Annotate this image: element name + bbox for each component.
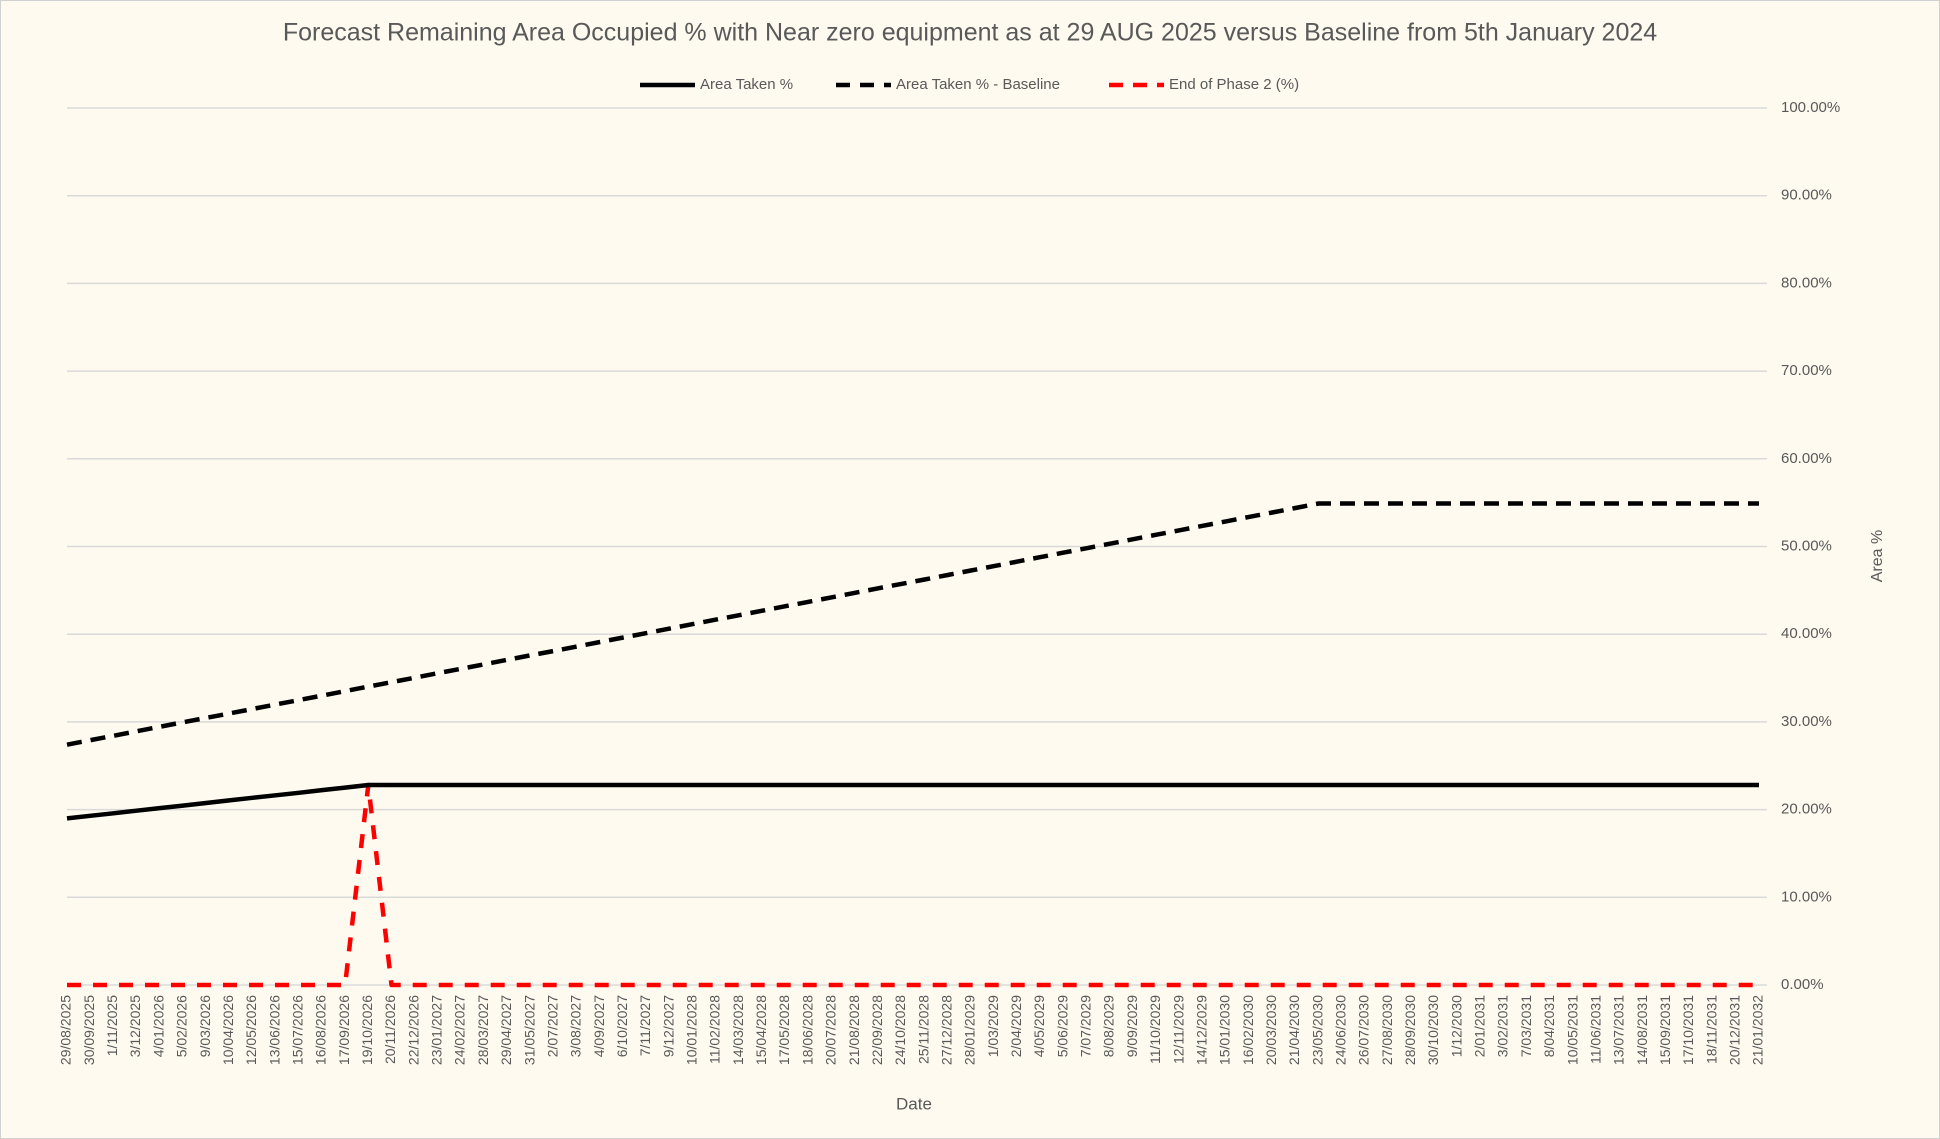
x-tick-label: 17/09/2026 <box>336 995 352 1065</box>
legend-label: End of Phase 2 (%) <box>1169 76 1299 93</box>
x-tick-label: 3/08/2027 <box>568 995 584 1057</box>
x-tick-label: 29/04/2027 <box>498 995 514 1065</box>
x-tick-label: 1/12/2030 <box>1448 995 1464 1057</box>
x-tick-label: 28/01/2029 <box>962 995 978 1065</box>
x-tick-label: 23/05/2030 <box>1309 995 1325 1065</box>
x-tick-label: 1/11/2025 <box>104 995 120 1056</box>
x-tick-label: 15/04/2028 <box>753 995 769 1065</box>
x-tick-label: 3/12/2025 <box>127 995 143 1057</box>
y-tick-label: 100.00% <box>1781 99 1840 116</box>
x-tick-label: 24/10/2028 <box>892 995 908 1065</box>
y-tick-label: 50.00% <box>1781 537 1832 554</box>
x-tick-label: 7/11/2027 <box>637 995 653 1056</box>
x-tick-label: 13/07/2031 <box>1611 995 1627 1065</box>
x-tick-label: 23/01/2027 <box>429 995 445 1065</box>
x-tick-label: 29/08/2025 <box>58 995 74 1065</box>
chart-title: Forecast Remaining Area Occupied % with … <box>283 19 1657 47</box>
x-tick-label: 4/05/2029 <box>1031 995 1047 1057</box>
x-tick-label: 28/03/2027 <box>475 995 491 1065</box>
x-tick-label: 2/01/2031 <box>1472 995 1488 1057</box>
x-tick-label: 30/10/2030 <box>1425 995 1441 1065</box>
y-tick-label: 20.00% <box>1781 801 1832 818</box>
x-tick-label: 7/07/2029 <box>1078 995 1094 1057</box>
x-tick-label: 5/02/2026 <box>174 995 190 1057</box>
x-tick-label: 20/03/2030 <box>1263 995 1279 1065</box>
x-tick-label: 15/01/2030 <box>1217 995 1233 1065</box>
x-tick-label: 30/09/2025 <box>81 995 97 1065</box>
legend-label: Area Taken % - Baseline <box>896 76 1060 93</box>
x-tick-label: 11/06/2031 <box>1587 995 1603 1064</box>
x-tick-label: 8/08/2029 <box>1101 995 1117 1057</box>
y-tick-label: 40.00% <box>1781 625 1832 642</box>
x-tick-label: 8/04/2031 <box>1541 995 1557 1057</box>
x-tick-label: 16/02/2030 <box>1240 995 1256 1065</box>
y-axis-title: Area % <box>1869 530 1886 582</box>
x-tick-label: 27/12/2028 <box>938 995 954 1065</box>
x-tick-label: 3/02/2031 <box>1495 995 1511 1057</box>
x-tick-label: 16/08/2026 <box>313 995 329 1065</box>
x-tick-label: 20/11/2026 <box>382 995 398 1064</box>
y-tick-label: 0.00% <box>1781 976 1824 993</box>
x-tick-label: 21/01/2032 <box>1750 995 1766 1065</box>
x-tick-label: 21/04/2030 <box>1286 995 1302 1065</box>
y-tick-label: 10.00% <box>1781 888 1832 905</box>
x-tick-label: 10/04/2026 <box>220 995 236 1065</box>
series-line <box>66 782 1759 821</box>
x-tick-label: 2/04/2029 <box>1008 995 1024 1057</box>
x-tick-label: 21/08/2028 <box>846 995 862 1065</box>
series-line <box>67 782 1759 988</box>
x-tick-label: 31/05/2027 <box>521 995 537 1065</box>
x-tick-label: 20/07/2028 <box>823 995 839 1065</box>
legend-label: Area Taken % <box>700 76 793 93</box>
x-tick-label: 20/12/2031 <box>1727 995 1743 1065</box>
x-axis-title: Date <box>896 1094 932 1113</box>
x-tick-label: 18/11/2031 <box>1703 995 1719 1064</box>
x-tick-label: 10/01/2028 <box>684 995 700 1065</box>
x-tick-label: 4/09/2027 <box>591 995 607 1057</box>
x-tick-label: 14/08/2031 <box>1634 995 1650 1065</box>
x-tick-label: 14/12/2029 <box>1193 995 1209 1065</box>
y-tick-label: 80.00% <box>1781 274 1832 291</box>
x-tick-label: 19/10/2026 <box>359 995 375 1065</box>
x-tick-label: 25/11/2028 <box>915 995 931 1064</box>
x-tick-label: 26/07/2030 <box>1356 995 1372 1065</box>
x-tick-label: 7/03/2031 <box>1518 995 1534 1057</box>
x-tick-label: 9/09/2029 <box>1124 995 1140 1057</box>
x-tick-label: 6/10/2027 <box>614 995 630 1057</box>
x-tick-label: 24/02/2027 <box>452 995 468 1065</box>
x-tick-label: 9/12/2027 <box>660 995 676 1057</box>
x-tick-label: 17/05/2028 <box>776 995 792 1065</box>
x-tick-label: 24/06/2030 <box>1332 995 1348 1065</box>
x-tick-label: 1/03/2029 <box>985 995 1001 1057</box>
y-tick-label: 30.00% <box>1781 713 1832 730</box>
x-tick-label: 12/05/2026 <box>243 995 259 1065</box>
x-tick-label: 10/05/2031 <box>1564 995 1580 1065</box>
x-tick-label: 28/09/2030 <box>1402 995 1418 1065</box>
x-tick-label: 17/10/2031 <box>1680 995 1696 1065</box>
x-tick-label: 14/03/2028 <box>730 995 746 1065</box>
x-tick-label: 22/12/2026 <box>405 995 421 1065</box>
x-tick-label: 13/06/2026 <box>266 995 282 1065</box>
x-tick-label: 22/09/2028 <box>869 995 885 1065</box>
x-tick-label: 9/03/2026 <box>197 995 213 1057</box>
x-tick-label: 12/11/2029 <box>1170 995 1186 1064</box>
x-tick-label: 15/09/2031 <box>1657 995 1673 1065</box>
y-tick-label: 60.00% <box>1781 450 1832 467</box>
x-tick-label: 2/07/2027 <box>544 995 560 1057</box>
x-tick-label: 27/08/2030 <box>1379 995 1395 1065</box>
x-tick-label: 5/06/2029 <box>1054 995 1070 1057</box>
x-tick-label: 4/01/2026 <box>150 995 166 1057</box>
x-tick-label: 11/02/2028 <box>707 995 723 1064</box>
x-tick-label: 11/10/2029 <box>1147 995 1163 1064</box>
x-tick-label: 15/07/2026 <box>289 995 305 1065</box>
y-tick-label: 70.00% <box>1781 362 1832 379</box>
x-tick-label: 18/06/2028 <box>799 995 815 1065</box>
y-tick-label: 90.00% <box>1781 187 1832 204</box>
